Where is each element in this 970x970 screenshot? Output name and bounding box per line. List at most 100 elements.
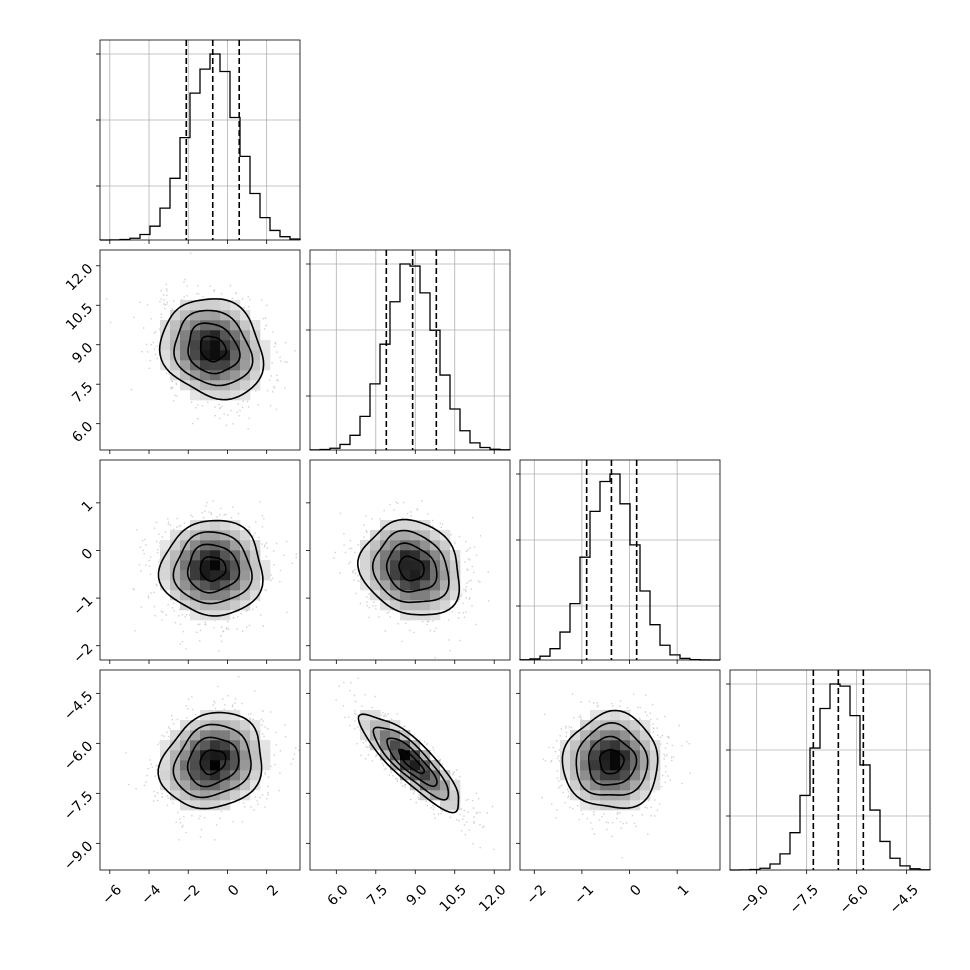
density-cell <box>370 540 381 551</box>
density-cell <box>230 770 241 781</box>
density-cell <box>250 780 261 791</box>
histogram-step <box>519 473 721 661</box>
density-cell <box>590 750 601 761</box>
density-cell <box>370 710 381 721</box>
histogram-step <box>99 53 301 241</box>
density-cell <box>230 350 241 361</box>
density-cell <box>210 800 221 811</box>
density-cell <box>390 550 401 561</box>
density-cell <box>400 550 411 561</box>
density-cell <box>190 760 201 771</box>
density-cell <box>650 760 661 771</box>
density-cell <box>240 770 251 781</box>
density-cell <box>200 790 211 801</box>
density-cell <box>640 720 651 731</box>
density-cell <box>360 580 371 591</box>
histogram-panel <box>306 249 511 451</box>
density-cell <box>260 750 271 761</box>
density-cell <box>380 520 391 531</box>
density-cell <box>370 560 381 571</box>
density-cell <box>230 390 241 401</box>
density-cell <box>160 360 171 371</box>
density-cell <box>220 590 231 601</box>
density-cell <box>260 350 271 361</box>
density-cell <box>590 770 601 781</box>
density-cell <box>220 740 231 751</box>
density-cell <box>240 590 251 601</box>
density-cell <box>430 600 441 611</box>
scatter-panel <box>309 669 511 871</box>
density-cell <box>450 800 461 811</box>
density-cell <box>230 560 241 571</box>
density-cell <box>180 330 191 341</box>
x-tick-label: 10.5 <box>437 882 470 915</box>
density-cell <box>610 710 621 721</box>
density-cell <box>400 600 411 611</box>
density-cell <box>570 770 581 781</box>
density-cell <box>380 580 391 591</box>
panel-content <box>125 676 300 841</box>
density-cell <box>640 750 651 761</box>
density-cell <box>380 740 391 751</box>
density-cell <box>220 370 231 381</box>
density-cell <box>190 300 201 311</box>
density-cell <box>180 550 191 561</box>
density-cell <box>190 520 201 531</box>
density-cell <box>230 320 241 331</box>
density-cell <box>220 710 231 721</box>
density-cell <box>400 530 411 541</box>
density-cell <box>430 760 441 771</box>
density-cell <box>200 780 211 791</box>
density-cell <box>170 580 181 591</box>
density-cell <box>180 380 191 391</box>
density-cell <box>180 570 191 581</box>
density-cell <box>590 740 601 751</box>
density-cell <box>220 320 231 331</box>
density-cell <box>210 740 221 751</box>
density-cell <box>400 560 411 571</box>
density-cell <box>180 580 191 591</box>
density-cell <box>620 770 631 781</box>
x-tick-label: −4 <box>138 882 164 908</box>
density-cell <box>210 330 221 341</box>
density-cell <box>400 730 411 741</box>
y-tick-label: 1 <box>79 498 97 516</box>
density-cell <box>190 340 201 351</box>
density-cell <box>380 570 391 581</box>
density-cell <box>420 780 431 791</box>
density-cell <box>390 590 401 601</box>
density-cell <box>170 540 181 551</box>
density-cell <box>240 330 251 341</box>
density-cell <box>230 340 241 351</box>
density-cell <box>610 720 621 731</box>
density-cell <box>170 550 181 561</box>
density-cell <box>400 520 411 531</box>
panel-content <box>105 252 296 430</box>
contour-line <box>599 748 625 775</box>
density-cell <box>240 600 251 611</box>
density-cell <box>390 740 401 751</box>
density-cell <box>410 760 421 771</box>
density-cell <box>360 550 371 561</box>
panel-frame <box>99 39 301 241</box>
density-cell <box>210 550 221 561</box>
density-cell <box>570 780 581 791</box>
density-cell <box>590 730 601 741</box>
density-cell <box>440 580 451 591</box>
density-cell <box>250 590 261 601</box>
density-cell <box>170 310 181 321</box>
density-cell <box>210 520 221 531</box>
density-cell <box>580 770 591 781</box>
density-cell <box>200 730 211 741</box>
y-tick-label: 6.0 <box>69 419 96 446</box>
density-cell <box>610 770 621 781</box>
density-cell <box>240 720 251 731</box>
density-cell <box>230 530 241 541</box>
density-cell <box>190 580 201 591</box>
density-cell <box>390 750 401 761</box>
density-cell <box>200 300 211 311</box>
density-cell <box>230 740 241 751</box>
panel-content <box>132 500 297 652</box>
density-cell <box>620 710 631 721</box>
density-cell <box>430 790 441 801</box>
